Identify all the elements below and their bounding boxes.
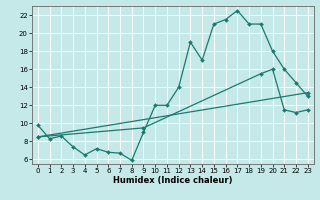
X-axis label: Humidex (Indice chaleur): Humidex (Indice chaleur) <box>113 176 233 185</box>
